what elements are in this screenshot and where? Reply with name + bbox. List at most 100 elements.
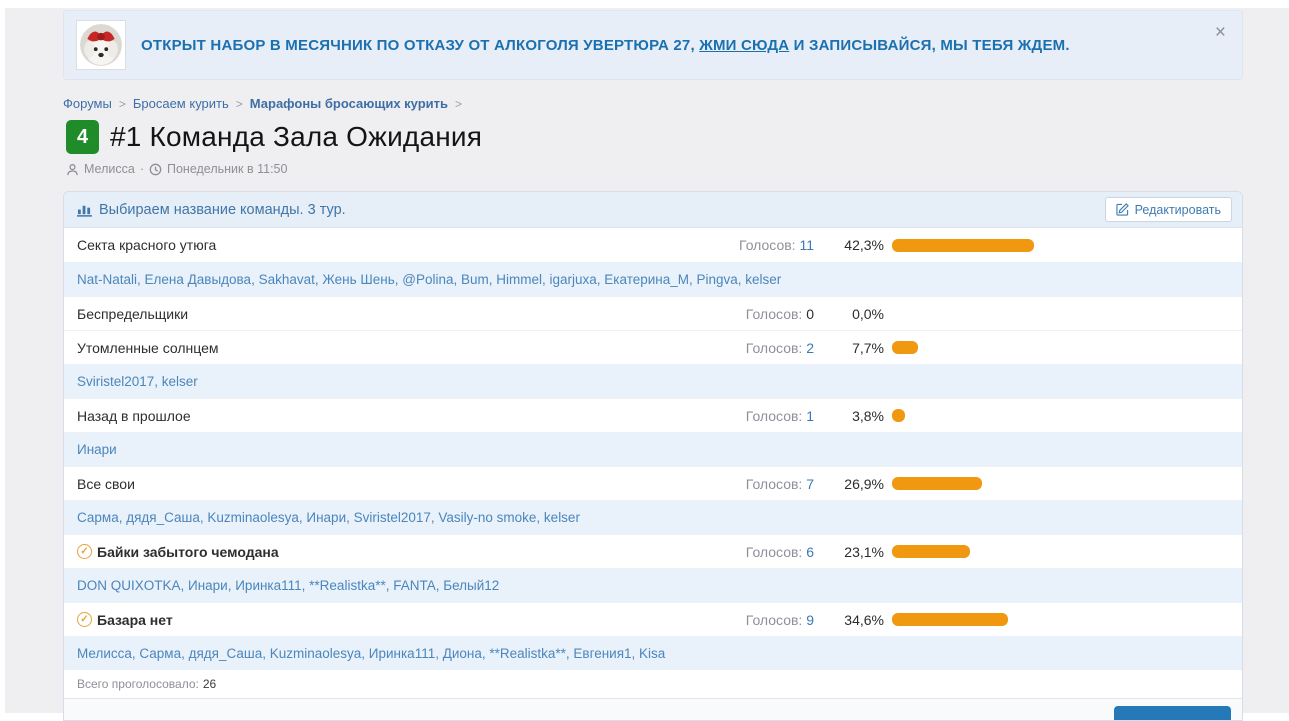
vote-count-number[interactable]: 2	[806, 340, 814, 356]
announcement-banner: ОТКРЫТ НАБОР В МЕСЯЧНИК ПО ОТКАЗУ ОТ АЛК…	[63, 10, 1243, 80]
vote-percent: 3,8%	[814, 408, 884, 424]
vote-percent: 7,7%	[814, 340, 884, 356]
announcement-text-before: ОТКРЫТ НАБОР В МЕСЯЧНИК ПО ОТКАЗУ ОТ АЛК…	[141, 37, 699, 54]
thread-meta: Мелисса · Понедельник в 11:50	[66, 161, 1243, 177]
poll-option-row: Все свои Голосов: 7 26,9%	[64, 466, 1242, 500]
vote-button[interactable]	[1114, 706, 1231, 721]
unread-count-badge[interactable]: 4	[66, 120, 99, 154]
avatar[interactable]	[76, 20, 126, 70]
votes-label: Голосов:	[746, 306, 803, 322]
vote-count: Голосов: 6	[694, 544, 814, 560]
votes-label: Голосов:	[739, 237, 796, 253]
poll-option-label: ✓Байки забытого чемодана	[77, 544, 694, 560]
poll-option-row: Секта красного утюга Голосов: 11 42,3%	[64, 228, 1242, 262]
vote-count: Голосов: 7	[694, 476, 814, 492]
breadcrumb-separator: >	[119, 97, 126, 111]
vote-percent: 26,9%	[814, 476, 884, 492]
vote-bar-track	[892, 239, 1229, 252]
poll-option-label: Все свои	[77, 476, 694, 492]
poll-total-row: Всего проголосовало: 26	[64, 670, 1242, 698]
vote-count: Голосов: 11	[694, 237, 814, 253]
vote-count-number[interactable]: 9	[806, 612, 814, 628]
poll-actions-bar	[64, 698, 1242, 720]
breadcrumb-item-quit-smoking[interactable]: Бросаем курить	[133, 96, 229, 111]
poll-block: Выбираем название команды. 3 тур. Редакт…	[63, 191, 1243, 721]
page-background: ОТКРЫТ НАБОР В МЕСЯЧНИК ПО ОТКАЗУ ОТ АЛК…	[5, 8, 1289, 713]
vote-count: Голосов: 2	[694, 340, 814, 356]
vote-count-number[interactable]: 7	[806, 476, 814, 492]
page-title: #1 Команда Зала Ожидания	[110, 121, 482, 153]
vote-bar	[892, 545, 970, 558]
poll-option-label: Утомленные солнцем	[77, 340, 694, 356]
poll-option-row: Беспредельщики Голосов: 0 0,0%	[64, 296, 1242, 330]
vote-count: Голосов: 1	[694, 408, 814, 424]
vote-bar-track	[892, 545, 1229, 558]
poll-option-label: Беспредельщики	[77, 306, 694, 322]
votes-label: Голосов:	[746, 408, 803, 424]
poll-voters-row[interactable]: Мелисса, Сарма, дядя_Саша, Kuzminaolesya…	[64, 636, 1242, 670]
announcement-link[interactable]: ЖМИ СЮДА	[699, 37, 789, 54]
vote-bar	[892, 409, 905, 422]
breadcrumb-item-marathons[interactable]: Марафоны бросающих курить	[250, 96, 448, 111]
person-icon	[66, 163, 79, 176]
poll-voters-row[interactable]: Сарма, дядя_Саша, Kuzminaolesya, Инари, …	[64, 500, 1242, 534]
poll-total-label: Всего проголосовало:	[77, 677, 199, 691]
pencil-icon	[1116, 203, 1129, 216]
poll-option-row: ✓Байки забытого чемодана Голосов: 6 23,1…	[64, 534, 1242, 568]
poll-option-row: Утомленные солнцем Голосов: 2 7,7%	[64, 330, 1242, 364]
check-circle-icon: ✓	[77, 612, 92, 627]
vote-bar-track	[892, 477, 1229, 490]
vote-percent: 42,3%	[814, 237, 884, 253]
content-container: ОТКРЫТ НАБОР В МЕСЯЧНИК ПО ОТКАЗУ ОТ АЛК…	[63, 10, 1243, 721]
thread-author[interactable]: Мелисса	[84, 162, 135, 176]
vote-count: Голосов: 0	[694, 306, 814, 322]
breadcrumb-separator: >	[455, 97, 462, 111]
announcement-text-after: И ЗАПИСЫВАЙСЯ, МЫ ТЕБЯ ЖДЕМ.	[789, 37, 1069, 54]
votes-label: Голосов:	[746, 476, 803, 492]
announcement-text: ОТКРЫТ НАБОР В МЕСЯЧНИК ПО ОТКАЗУ ОТ АЛК…	[141, 37, 1130, 54]
vote-percent: 34,6%	[814, 612, 884, 628]
poll-option-label: ✓Базара нет	[77, 612, 694, 628]
breadcrumb-item-forums[interactable]: Форумы	[63, 96, 112, 111]
poll-title: Выбираем название команды. 3 тур.	[99, 202, 346, 218]
poll-voters-row[interactable]: Sviristel2017, kelser	[64, 364, 1242, 398]
poll-voters-row[interactable]: Nat-Natali, Елена Давыдова, Sakhavat, Же…	[64, 262, 1242, 296]
vote-percent: 0,0%	[814, 306, 884, 322]
poll-option-row: Назад в прошлое Голосов: 1 3,8%	[64, 398, 1242, 432]
vote-count-number[interactable]: 11	[799, 237, 814, 253]
vote-bar	[892, 239, 1034, 252]
poll-voters-row[interactable]: Инари	[64, 432, 1242, 466]
vote-count-number[interactable]: 1	[806, 408, 814, 424]
vote-bar	[892, 613, 1008, 626]
vote-count-number: 0	[806, 306, 814, 322]
vote-bar-track	[892, 341, 1229, 354]
edit-poll-button[interactable]: Редактировать	[1105, 197, 1232, 222]
close-icon[interactable]: ×	[1215, 23, 1226, 42]
votes-label: Голосов:	[746, 612, 803, 628]
breadcrumb: Форумы > Бросаем курить > Марафоны бросающих…	[63, 96, 1243, 111]
poll-option-label: Секта красного утюга	[77, 237, 694, 253]
vote-bar	[892, 477, 982, 490]
dog-avatar-icon	[80, 24, 122, 66]
votes-label: Голосов:	[746, 544, 803, 560]
vote-count-number[interactable]: 6	[806, 544, 814, 560]
poll-total-count: 26	[203, 677, 216, 691]
meta-separator: ·	[140, 162, 144, 176]
poll-rows: Секта красного утюга Голосов: 11 42,3% N…	[64, 228, 1242, 670]
poll-chart-icon	[77, 203, 92, 217]
clock-icon	[149, 163, 162, 176]
title-row: 4 #1 Команда Зала Ожидания	[63, 119, 1243, 155]
thread-date[interactable]: Понедельник в 11:50	[167, 162, 287, 176]
vote-bar-track	[892, 613, 1229, 626]
edit-poll-button-label: Редактировать	[1135, 203, 1221, 217]
poll-option-label: Назад в прошлое	[77, 408, 694, 424]
votes-label: Голосов:	[746, 340, 803, 356]
vote-count: Голосов: 9	[694, 612, 814, 628]
vote-bar-track	[892, 409, 1229, 422]
vote-bar	[892, 341, 918, 354]
check-circle-icon: ✓	[77, 544, 92, 559]
poll-voters-row[interactable]: DON QUIXOTKA, Инари, Иринка111, **Realis…	[64, 568, 1242, 602]
poll-option-row: ✓Базара нет Голосов: 9 34,6%	[64, 602, 1242, 636]
breadcrumb-separator: >	[236, 97, 243, 111]
vote-percent: 23,1%	[814, 544, 884, 560]
